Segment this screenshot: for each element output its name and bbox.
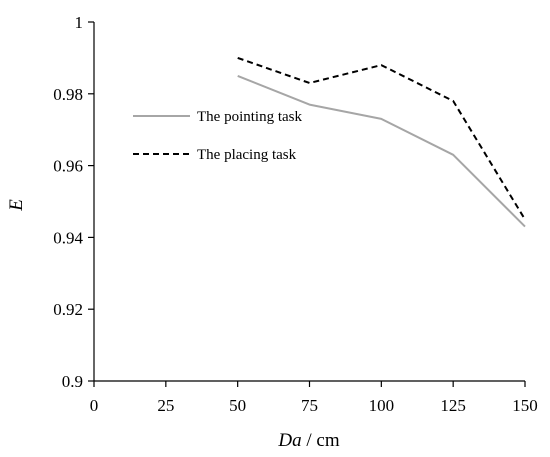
series-group [237,56,526,228]
legend: The pointing task The placing task [133,109,302,163]
y-tick-label: 0.96 [53,157,83,176]
legend-label: The pointing task [197,109,302,125]
y-tick-label: 0.94 [53,228,83,247]
x-axis-title-variable: Da [277,430,301,451]
x-ticks: 0 25 50 75 100 125 150 [90,381,538,415]
y-tick-label: 0.92 [53,300,83,319]
x-tick-label: 100 [369,396,395,415]
x-tick-label: 0 [90,396,99,415]
x-axis-title: Da / cm [277,430,339,451]
y-tick-label: 0.9 [62,372,83,391]
x-axis-title-unit: / cm [306,430,339,451]
x-tick-label: 50 [229,396,246,415]
y-tick-label: 0.98 [53,85,83,104]
x-tick-label: 25 [157,396,174,415]
x-tick-label: 125 [440,396,466,415]
y-tick-label: 1 [75,13,84,32]
x-tick-label: 75 [301,396,318,415]
legend-label: The placing task [197,147,297,163]
series-line-placing [237,56,526,221]
axes [93,22,525,382]
series-line-pointing [237,74,526,228]
x-tick-label: 150 [512,396,538,415]
y-axis-title: E [6,199,27,212]
y-ticks: 0.9 0.92 0.94 0.96 0.98 1 [53,13,94,391]
